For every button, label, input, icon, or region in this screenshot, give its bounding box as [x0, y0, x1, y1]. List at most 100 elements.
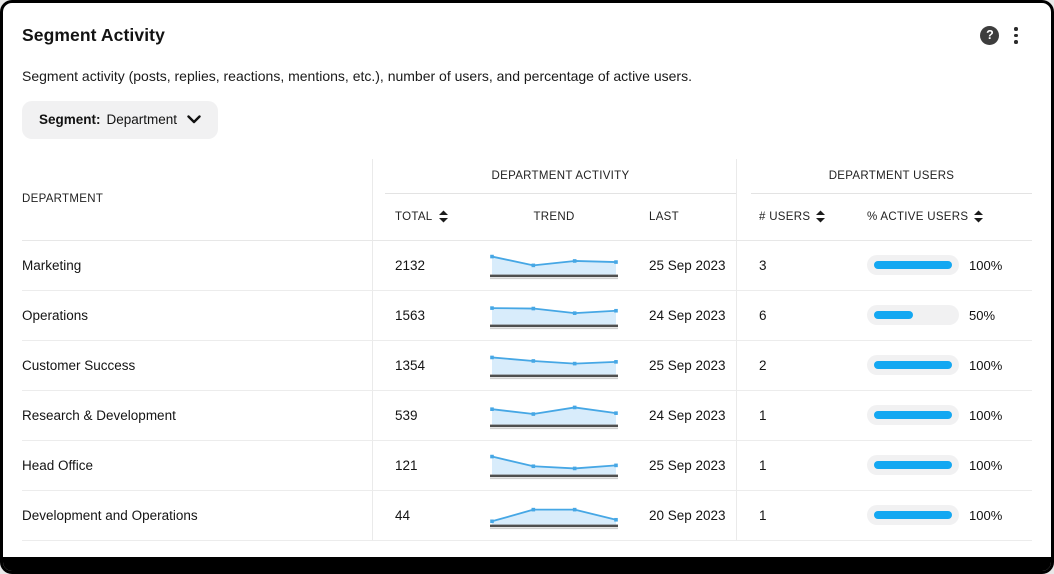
- department-name: Operations: [22, 291, 372, 341]
- last-activity-date: 25 Sep 2023: [649, 457, 726, 473]
- column-group-activity: DEPARTMENT ACTIVITY TOTAL TREND: [372, 158, 736, 241]
- segment-dropdown-value: Department: [106, 112, 178, 128]
- users-count: 1: [759, 407, 767, 423]
- last-activity-date: 25 Sep 2023: [649, 257, 726, 273]
- group-label-activity: DEPARTMENT ACTIVITY: [491, 169, 630, 182]
- active-users-bar: [867, 505, 959, 526]
- page-title: Segment Activity: [22, 24, 165, 45]
- users-count: 3: [759, 257, 767, 273]
- group-divider: [385, 192, 736, 194]
- active-users-cell: 100%: [843, 355, 1003, 376]
- table-row: Marketing 2132 25 Sep 2023 3 100%: [22, 240, 1032, 291]
- group-divider: [751, 192, 1032, 194]
- active-users-cell: 100%: [843, 455, 1003, 476]
- chevron-down-icon: [187, 115, 201, 124]
- active-users-bar: [867, 405, 959, 426]
- widget-content: Segment Activity ? Segment activity (pos…: [3, 3, 1051, 541]
- users-cells: 1 100%: [736, 440, 1032, 491]
- activity-cells: 1563 24 Sep 2023: [372, 290, 736, 341]
- activity-cells: 539 24 Sep 2023: [372, 390, 736, 441]
- segment-dropdown[interactable]: Segment: Department: [22, 100, 219, 139]
- department-name: Development and Operations: [22, 491, 372, 541]
- table-body: Marketing 2132 25 Sep 2023 3 100% Operat…: [22, 240, 1032, 541]
- last-activity-date: 25 Sep 2023: [649, 357, 726, 373]
- last-activity-date: 24 Sep 2023: [649, 407, 726, 423]
- total-value: 1563: [395, 307, 426, 323]
- users-count: 6: [759, 307, 767, 323]
- users-cells: 1 100%: [736, 390, 1032, 441]
- total-value: 539: [395, 407, 418, 423]
- column-header-last: LAST: [649, 210, 679, 223]
- table-header: DEPARTMENT DEPARTMENT ACTIVITY TOTAL TRE…: [22, 158, 1032, 241]
- users-cells: 2 100%: [736, 340, 1032, 391]
- table-row: Customer Success 1354 25 Sep 2023 2 100%: [22, 340, 1032, 391]
- active-users-bar-fill: [874, 361, 952, 370]
- active-users-percent: 50%: [969, 307, 996, 323]
- total-value: 1354: [395, 357, 426, 373]
- kebab-menu-icon[interactable]: [1010, 24, 1022, 47]
- group-label-users: DEPARTMENT USERS: [828, 169, 955, 182]
- segment-dropdown-label: Segment:: [39, 112, 101, 128]
- total-value: 121: [395, 457, 418, 473]
- active-users-percent: 100%: [969, 457, 1003, 473]
- activity-cells: 2132 25 Sep 2023: [372, 240, 736, 291]
- active-users-cell: 100%: [843, 255, 1002, 276]
- total-value: 44: [395, 507, 411, 523]
- users-cells: 6 50%: [736, 290, 1032, 341]
- table-row: Head Office 121 25 Sep 2023 1 100%: [22, 440, 1032, 491]
- users-subcolumns: # USERS % ACTIVE USERS: [751, 194, 1032, 240]
- users-cells: 3 100%: [736, 240, 1032, 291]
- column-header-active-users[interactable]: % ACTIVE USERS: [843, 210, 1019, 223]
- active-users-bar: [867, 355, 959, 376]
- active-users-cell: 100%: [843, 505, 1003, 526]
- sort-arrows-icon: [816, 210, 826, 223]
- users-cells: 1 100%: [736, 490, 1032, 541]
- active-users-percent: 100%: [969, 507, 1003, 523]
- active-users-percent: 100%: [969, 357, 1003, 373]
- department-name: Research & Development: [22, 391, 372, 441]
- activity-cells: 44 20 Sep 2023: [372, 490, 736, 541]
- activity-cells: 121 25 Sep 2023: [372, 440, 736, 491]
- active-users-percent: 100%: [969, 407, 1003, 423]
- table-row: Development and Operations 44 20 Sep 202…: [22, 490, 1032, 541]
- bottom-frame-bar: [3, 557, 1051, 571]
- department-name: Customer Success: [22, 341, 372, 391]
- total-value: 2132: [395, 257, 426, 273]
- table-row: Research & Development 539 24 Sep 2023 1…: [22, 390, 1032, 441]
- trend-sparkline: [475, 250, 633, 280]
- active-users-cell: 100%: [843, 405, 1003, 426]
- column-header-total[interactable]: TOTAL: [385, 210, 475, 223]
- widget-header: Segment Activity ?: [22, 24, 1032, 47]
- column-header-num-users[interactable]: # USERS: [751, 210, 843, 223]
- active-users-bar-fill: [874, 411, 952, 420]
- trend-sparkline: [475, 350, 633, 380]
- header-actions: ?: [980, 24, 1032, 47]
- activity-subcolumns: TOTAL TREND LAST: [385, 194, 736, 240]
- column-header-department: DEPARTMENT: [22, 159, 372, 241]
- help-icon[interactable]: ?: [980, 25, 1000, 45]
- active-users-bar-fill: [874, 311, 913, 320]
- users-count: 1: [759, 457, 767, 473]
- users-count: 1: [759, 507, 767, 523]
- widget-description: Segment activity (posts, replies, reacti…: [22, 67, 692, 84]
- trend-sparkline: [475, 400, 633, 430]
- trend-sparkline: [475, 450, 633, 480]
- active-users-bar: [867, 305, 959, 326]
- activity-cells: 1354 25 Sep 2023: [372, 340, 736, 391]
- active-users-bar: [867, 455, 959, 476]
- active-users-cell: 50%: [843, 305, 996, 326]
- sort-arrows-icon: [974, 210, 984, 223]
- active-users-bar-fill: [874, 511, 952, 520]
- active-users-bar-fill: [874, 261, 952, 270]
- active-users-bar-fill: [874, 461, 952, 470]
- last-activity-date: 24 Sep 2023: [649, 307, 726, 323]
- sort-arrows-icon: [438, 210, 448, 223]
- trend-sparkline: [475, 300, 633, 330]
- trend-sparkline: [475, 500, 633, 530]
- users-count: 2: [759, 357, 767, 373]
- last-activity-date: 20 Sep 2023: [649, 507, 726, 523]
- table-row: Operations 1563 24 Sep 2023 6 50%: [22, 290, 1032, 341]
- department-name: Marketing: [22, 241, 372, 291]
- segment-table: DEPARTMENT DEPARTMENT ACTIVITY TOTAL TRE…: [22, 158, 1032, 541]
